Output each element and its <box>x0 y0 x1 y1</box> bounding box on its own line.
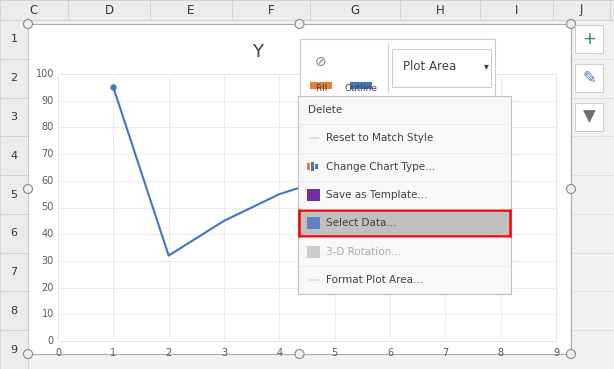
Text: 60: 60 <box>42 176 54 186</box>
Text: Format Plot Area...: Format Plot Area... <box>326 275 423 285</box>
Text: 2: 2 <box>10 73 18 83</box>
Bar <box>0 214 28 253</box>
Text: Delete: Delete <box>308 105 342 115</box>
Text: +: + <box>582 30 596 48</box>
Bar <box>310 82 332 89</box>
Text: Select Data...: Select Data... <box>326 218 397 228</box>
Text: G: G <box>351 3 360 17</box>
Text: 6: 6 <box>10 228 18 238</box>
Text: 6: 6 <box>387 348 393 358</box>
Bar <box>575 25 603 53</box>
Bar <box>299 210 510 237</box>
Text: Save as Template...: Save as Template... <box>326 190 427 200</box>
Circle shape <box>567 349 575 359</box>
Bar <box>350 82 372 89</box>
Text: 100: 100 <box>36 69 54 79</box>
Text: 2: 2 <box>166 348 172 358</box>
Text: Fill: Fill <box>315 84 327 93</box>
Text: 7: 7 <box>442 348 448 358</box>
Text: 3: 3 <box>221 348 227 358</box>
Bar <box>0 253 28 292</box>
Text: Y: Y <box>252 43 263 61</box>
Text: ▾: ▾ <box>484 61 489 71</box>
Text: 7: 7 <box>10 267 18 277</box>
Bar <box>58 74 556 341</box>
Text: 10: 10 <box>42 309 54 319</box>
Circle shape <box>295 349 304 359</box>
Bar <box>315 164 318 169</box>
Text: Reset to Match Style: Reset to Match Style <box>326 134 433 144</box>
Text: ✎: ✎ <box>582 69 596 87</box>
Bar <box>307 163 310 170</box>
Text: E: E <box>187 3 195 17</box>
Circle shape <box>23 20 33 28</box>
Text: 40: 40 <box>42 229 54 239</box>
Text: 3-D Rotation...: 3-D Rotation... <box>326 246 402 256</box>
Text: F: F <box>268 3 274 17</box>
Text: 8: 8 <box>497 348 503 358</box>
Bar <box>0 175 28 214</box>
Text: 5: 5 <box>10 190 18 200</box>
Text: 0: 0 <box>48 336 54 346</box>
Text: 1: 1 <box>10 34 18 44</box>
Text: 20: 20 <box>42 283 54 293</box>
Text: H: H <box>435 3 445 17</box>
Bar <box>0 20 28 59</box>
Bar <box>28 24 571 354</box>
Circle shape <box>567 20 575 28</box>
Bar <box>300 39 495 97</box>
Bar <box>0 0 614 20</box>
Circle shape <box>567 184 575 193</box>
Text: 8: 8 <box>10 306 18 316</box>
Text: 4: 4 <box>10 151 18 161</box>
Text: C: C <box>30 3 38 17</box>
Bar <box>311 162 314 171</box>
Text: 4: 4 <box>276 348 282 358</box>
Bar <box>0 97 28 136</box>
Text: 5: 5 <box>332 348 338 358</box>
Text: 30: 30 <box>42 256 54 266</box>
Bar <box>0 330 28 369</box>
Bar <box>0 136 28 175</box>
Text: 0: 0 <box>55 348 61 358</box>
Text: 1: 1 <box>111 348 117 358</box>
Text: J: J <box>580 3 583 17</box>
Text: 9: 9 <box>553 348 559 358</box>
Text: 3: 3 <box>10 112 18 122</box>
Text: I: I <box>515 3 518 17</box>
Text: 90: 90 <box>42 96 54 106</box>
Text: Outline: Outline <box>344 84 378 93</box>
Circle shape <box>23 349 33 359</box>
Bar <box>392 49 491 87</box>
Circle shape <box>23 184 33 193</box>
Text: 70: 70 <box>42 149 54 159</box>
Text: Change Chart Type...: Change Chart Type... <box>326 162 435 172</box>
Bar <box>575 64 603 92</box>
Bar <box>0 292 28 330</box>
Bar <box>307 189 320 201</box>
Circle shape <box>295 20 304 28</box>
Bar <box>298 96 511 294</box>
Text: ▼: ▼ <box>583 108 596 126</box>
Text: 50: 50 <box>42 203 54 213</box>
Text: ⊘: ⊘ <box>315 55 327 69</box>
Bar <box>575 103 603 131</box>
Bar <box>0 59 28 97</box>
Text: D: D <box>104 3 114 17</box>
Text: Plot Area: Plot Area <box>403 59 457 72</box>
Bar <box>307 246 320 258</box>
Text: 80: 80 <box>42 123 54 132</box>
Text: 9: 9 <box>10 345 18 355</box>
Bar <box>307 217 320 229</box>
